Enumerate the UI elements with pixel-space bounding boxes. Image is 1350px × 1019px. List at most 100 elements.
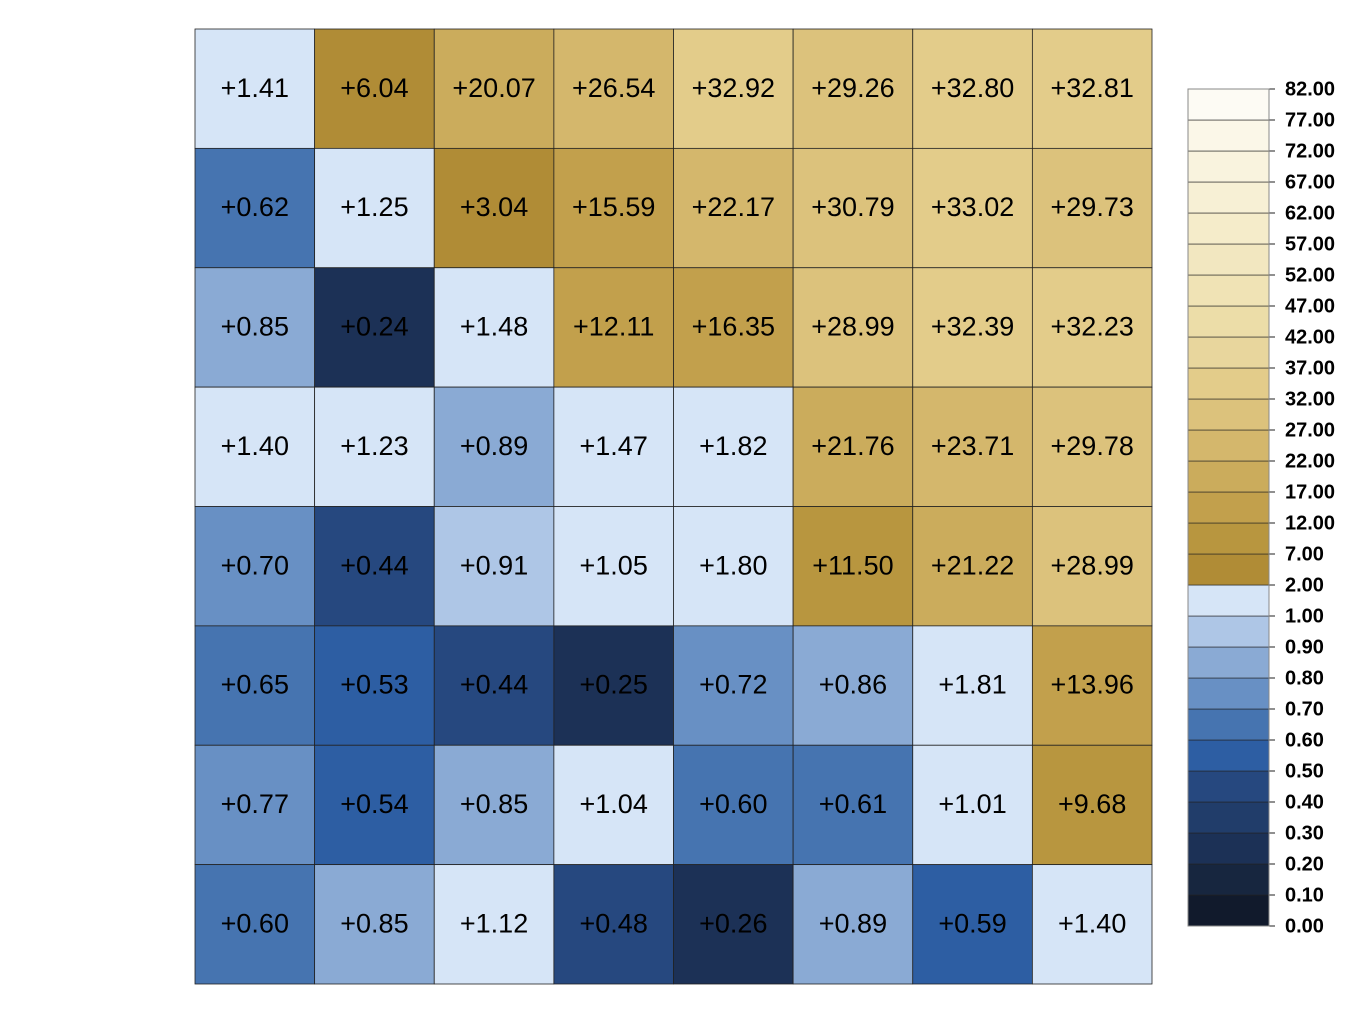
heatmap-cell: [792, 625, 914, 746]
cell-label: +21.22: [931, 550, 1014, 580]
cell-label: +1.47: [580, 431, 648, 461]
cell-label: +28.99: [811, 312, 894, 342]
cell-label: +15.59: [572, 192, 655, 222]
colorbar-tick-label: 27.00: [1285, 419, 1335, 441]
heatmap-cell: [314, 506, 435, 627]
colorbar-segment: [1187, 646, 1270, 679]
heatmap-cell: [912, 386, 1033, 507]
cell-label: +0.60: [699, 789, 767, 819]
cell-label: +0.53: [340, 670, 408, 700]
heatmap-cell: [194, 864, 316, 985]
heatmap-cell: [673, 28, 794, 149]
heatmap-cell: [553, 386, 674, 507]
cell-label: +0.54: [340, 789, 408, 819]
heatmap-cell: [433, 864, 555, 985]
cell-label: +28.99: [1051, 550, 1134, 580]
cell-label: +13.96: [1051, 670, 1134, 700]
colorbar-segment: [1187, 212, 1270, 245]
colorbar-tick-label: 47.00: [1285, 295, 1335, 317]
cell-label: +0.61: [819, 789, 887, 819]
colorbar-segment: [1187, 88, 1270, 121]
colorbar-segment: [1187, 274, 1270, 307]
heatmap-cell: [553, 864, 674, 985]
colorbar-segment: [1187, 429, 1270, 462]
colorbar-tick-label: 2.00: [1285, 574, 1324, 596]
cell-label: +0.25: [580, 670, 648, 700]
heatmap-cell: [1031, 625, 1153, 746]
cell-label: +1.40: [1058, 908, 1126, 938]
cell-label: +0.24: [340, 312, 408, 342]
colorbar-tick-label: 32.00: [1285, 388, 1335, 410]
cell-label: +32.23: [1051, 312, 1134, 342]
colorbar-tick-label: 0.90: [1285, 636, 1324, 658]
cell-label: +0.59: [938, 908, 1006, 938]
cell-label: +1.05: [580, 550, 648, 580]
colorbar-segment: [1187, 553, 1270, 586]
heatmap-cell: [792, 744, 914, 866]
cell-label: +1.40: [221, 431, 289, 461]
heatmap-cell: [673, 744, 794, 866]
heatmap-cell: [553, 506, 674, 627]
colorbar-segment: [1187, 305, 1270, 338]
heatmap-cell: [1031, 267, 1153, 388]
colorbar-tick-label: 0.40: [1285, 791, 1324, 813]
cell-label: +0.44: [340, 550, 408, 580]
colorbar-segment: [1187, 894, 1270, 927]
cell-label: +1.41: [221, 73, 289, 103]
heatmap-cell: [314, 28, 435, 149]
cell-label: +29.78: [1051, 431, 1134, 461]
heatmap-cell: [792, 506, 914, 627]
colorbar-segment: [1187, 150, 1270, 183]
colorbar-segment: [1187, 739, 1270, 772]
colorbar-tick-label: 17.00: [1285, 481, 1335, 503]
cell-label: +0.62: [221, 192, 289, 222]
heatmap-cell: [792, 267, 914, 388]
heatmap-cell: [314, 625, 435, 746]
cell-label: +0.72: [699, 670, 767, 700]
heatmap-cell: [433, 625, 555, 746]
colorbar-tick-label: 67.00: [1285, 171, 1335, 193]
heatmap-cell: [433, 506, 555, 627]
cell-label: +20.07: [452, 73, 535, 103]
cell-label: +0.85: [340, 908, 408, 938]
cell-label: +0.48: [580, 908, 648, 938]
cell-label: +0.60: [221, 908, 289, 938]
colorbar-tick-label: 0.30: [1285, 822, 1324, 844]
heatmap-cell: [553, 267, 674, 388]
colorbar-segment: [1187, 336, 1270, 369]
colorbar-tick-label: 0.60: [1285, 729, 1324, 751]
cell-label: +30.79: [811, 192, 894, 222]
heatmap-cell: [792, 28, 914, 149]
heatmap-cell: [433, 386, 555, 507]
heatmap-cell: [673, 267, 794, 388]
cell-label: +1.80: [699, 550, 767, 580]
cell-label: +1.04: [580, 789, 648, 819]
cell-label: +1.81: [938, 670, 1006, 700]
heatmap-cell: [912, 147, 1033, 269]
colorbar-tick-label: 42.00: [1285, 326, 1335, 348]
colorbar-segment: [1187, 770, 1270, 803]
colorbar-tick-label: 37.00: [1285, 357, 1335, 379]
cell-label: +0.89: [460, 431, 528, 461]
colorbar-segment: [1187, 584, 1270, 617]
cell-label: +23.71: [931, 431, 1014, 461]
colorbar-tick-label: 52.00: [1285, 264, 1335, 286]
colorbar-segment: [1187, 522, 1270, 555]
colorbar-segment: [1187, 367, 1270, 400]
cell-label: +1.25: [340, 192, 408, 222]
heatmap-cell: [553, 625, 674, 746]
cell-label: +0.91: [460, 550, 528, 580]
colorbar-segment: [1187, 863, 1270, 896]
heatmap-cell: [673, 864, 794, 985]
heatmap-cell: [673, 147, 794, 269]
heatmap-cell: [194, 744, 316, 866]
heatmap-cell: [912, 28, 1033, 149]
cell-label: +1.23: [340, 431, 408, 461]
cell-label: +32.81: [1051, 73, 1134, 103]
cell-label: +11.50: [812, 550, 893, 580]
cell-label: +0.77: [221, 789, 289, 819]
cell-label: +0.85: [221, 312, 289, 342]
heatmap-cell: [1031, 28, 1153, 149]
colorbar-tick-label: 0.10: [1285, 884, 1324, 906]
